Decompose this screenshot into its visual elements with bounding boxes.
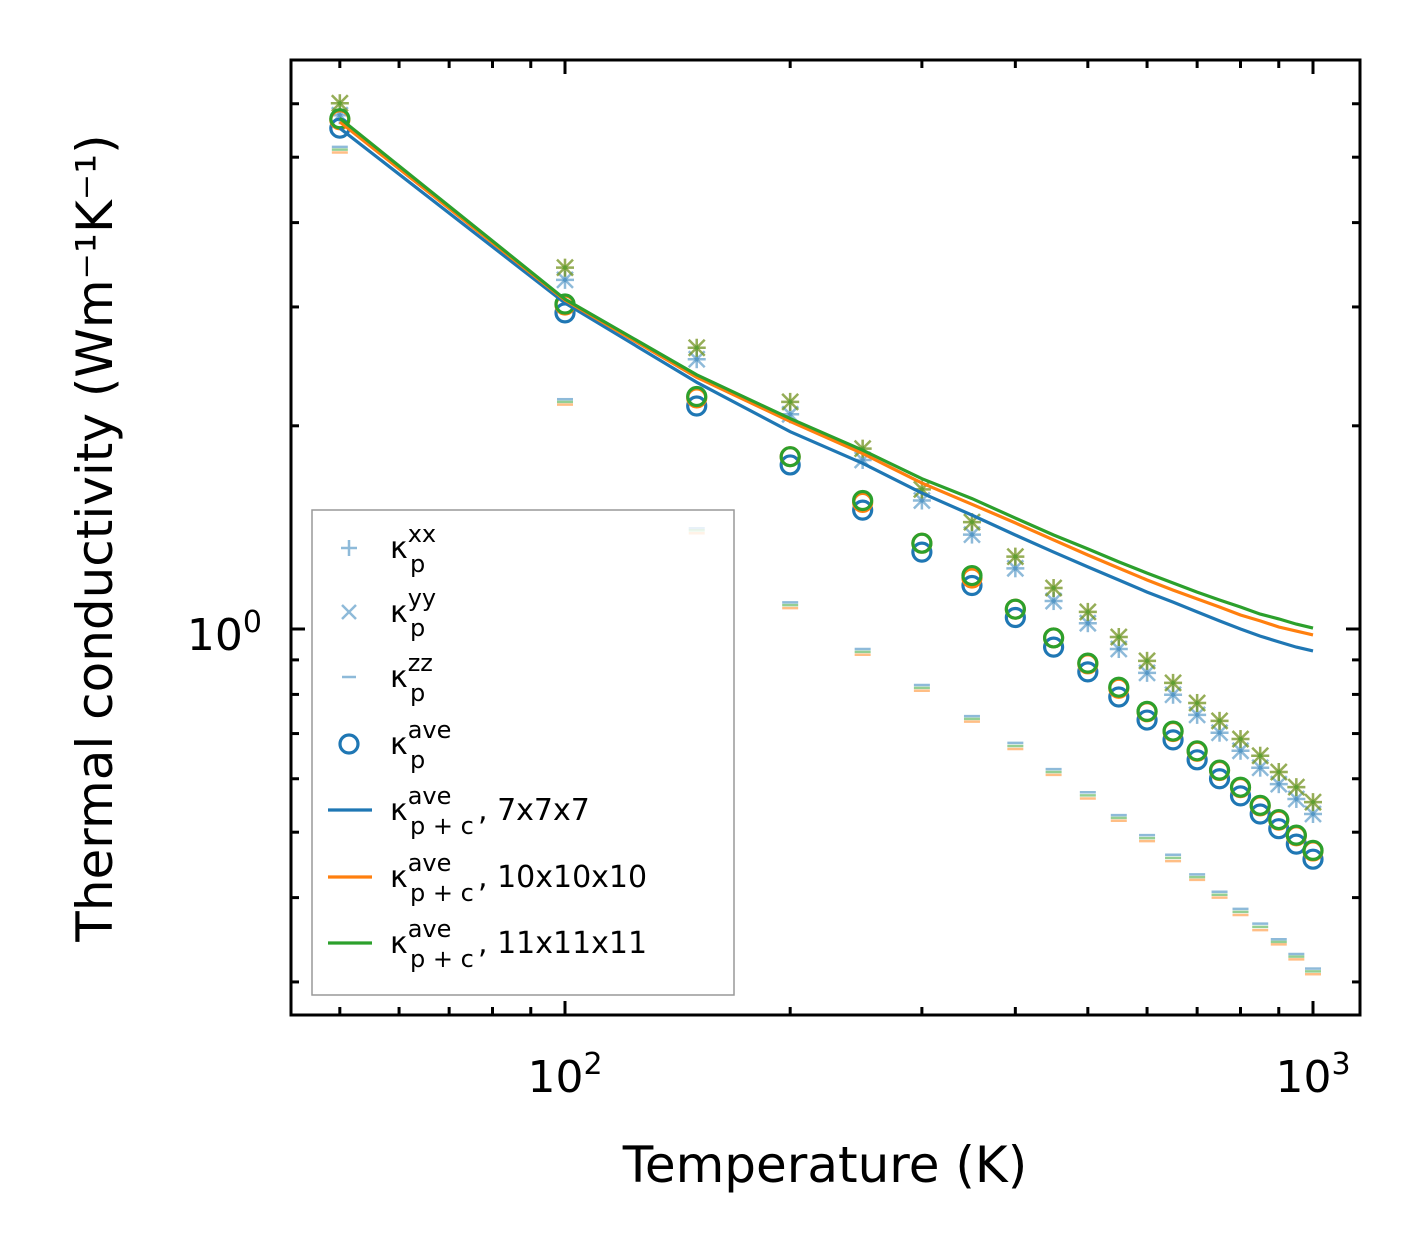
kappa-yy-point	[1138, 651, 1156, 670]
legend-x-marker	[341, 604, 357, 620]
kappa-ave-point	[1162, 720, 1184, 742]
kappa-ave-point	[1108, 686, 1130, 708]
kappa-yy-point	[781, 393, 800, 411]
legend-label: κxx p	[390, 520, 436, 578]
kappa-ave-point	[1302, 839, 1324, 861]
kappa-ave-point	[686, 385, 708, 408]
kappa-ave-point	[686, 395, 708, 417]
kappa-yy-point	[1006, 547, 1025, 566]
legend-plus-marker	[341, 540, 357, 556]
kappa-yy-point	[1188, 694, 1207, 712]
kappa-ave-point	[1077, 661, 1099, 683]
legend-circle-marker	[338, 733, 360, 755]
kappa-ave-point	[1186, 749, 1208, 771]
kappa-ave-point	[1136, 700, 1158, 722]
kappa-ave-point	[779, 446, 801, 468]
x-tick-label-1000: 103	[1275, 1047, 1350, 1103]
kappa-ave-point	[911, 532, 933, 554]
kappa-ave-point	[911, 541, 933, 563]
kappa-yy-point	[1164, 674, 1182, 692]
kappa-yy-point	[1251, 746, 1270, 765]
kappa-ave-point	[1268, 808, 1290, 831]
series-7x7x7	[330, 106, 1322, 970]
kappa-yy-point	[330, 94, 349, 113]
legend-label: κyy p	[390, 584, 436, 642]
kappa-ave-point	[1229, 785, 1252, 807]
series-ave-11x11x11	[329, 108, 1324, 861]
kappa-ave-point	[961, 574, 983, 597]
kappa-yy-point	[963, 525, 981, 544]
kappa-ave-point	[1162, 729, 1184, 751]
kappa-ave-point	[1268, 818, 1290, 840]
legend: κxx p κyy p κzz p κave p κave p + c, 7x7x7 κave p +…	[311, 509, 735, 996]
legend-label: κzz p	[390, 649, 433, 707]
kappa-ave-point	[852, 499, 874, 521]
kappa-ave-point	[961, 564, 983, 587]
x-axis-label: Temperature (K)	[622, 1136, 1027, 1194]
plot-area	[329, 94, 1324, 976]
kappa-yy-point	[1210, 711, 1229, 730]
plot-frame	[289, 58, 1362, 1017]
kappa-ave-point	[779, 454, 801, 476]
kappa-ave-point	[1302, 848, 1324, 870]
y-axis-label: Thermal conductivity (Wm⁻¹K⁻¹)	[66, 134, 124, 942]
kappa-ave-point	[1043, 627, 1065, 649]
kappa-yy-point	[1109, 628, 1128, 646]
kappa-yy-point	[687, 338, 706, 357]
kappa-ave-point	[1043, 636, 1065, 658]
kappa-p-plus-c-line-7x7x7	[338, 126, 1314, 653]
kappa-ave-point	[1285, 824, 1307, 846]
kappa-yy-point	[1231, 730, 1250, 748]
legend-label: κave p + c, 11x11x11	[390, 915, 647, 973]
kappa-ave-point	[1136, 709, 1158, 731]
kappa-ave-point	[1249, 803, 1271, 825]
kappa-ave-point	[1208, 768, 1231, 790]
x-tick-label-100: 102	[527, 1047, 602, 1103]
kappa-yy-point	[1044, 592, 1063, 610]
kappa-yy-point	[1269, 763, 1288, 781]
legend-label: κave p + c, 10x10x10	[390, 849, 647, 907]
kappa-yy-point	[1044, 579, 1063, 597]
kappa-ave-point	[1108, 676, 1130, 698]
kappa-yy-point	[1287, 778, 1306, 797]
series-11x11x11	[330, 94, 1322, 973]
kappa-ave-point	[1077, 652, 1099, 674]
kappa-p-plus-c-line-11x11x11	[338, 117, 1314, 630]
legend-box	[311, 509, 735, 996]
kappa-ave-point	[1229, 776, 1252, 798]
kappa-yy-point	[1304, 793, 1322, 812]
y-tick-label-1: 100	[187, 605, 262, 661]
kappa-yy-point	[1078, 603, 1097, 621]
kappa-yy-point	[556, 258, 574, 277]
kappa-ave-point	[1208, 759, 1231, 781]
kappa-ave-point	[1249, 794, 1271, 816]
legend-label: κave p + c, 7x7x7	[390, 782, 590, 840]
kappa-ave-point	[1004, 606, 1026, 629]
kappa-ave-point	[1004, 598, 1026, 620]
kappa-ave-point	[329, 108, 351, 130]
legend-label: κave p	[390, 716, 451, 774]
kappa-ave-point	[1186, 740, 1208, 762]
kappa-p-plus-c-line-10x10x10	[338, 120, 1314, 637]
kappa-ave-point	[852, 489, 874, 512]
